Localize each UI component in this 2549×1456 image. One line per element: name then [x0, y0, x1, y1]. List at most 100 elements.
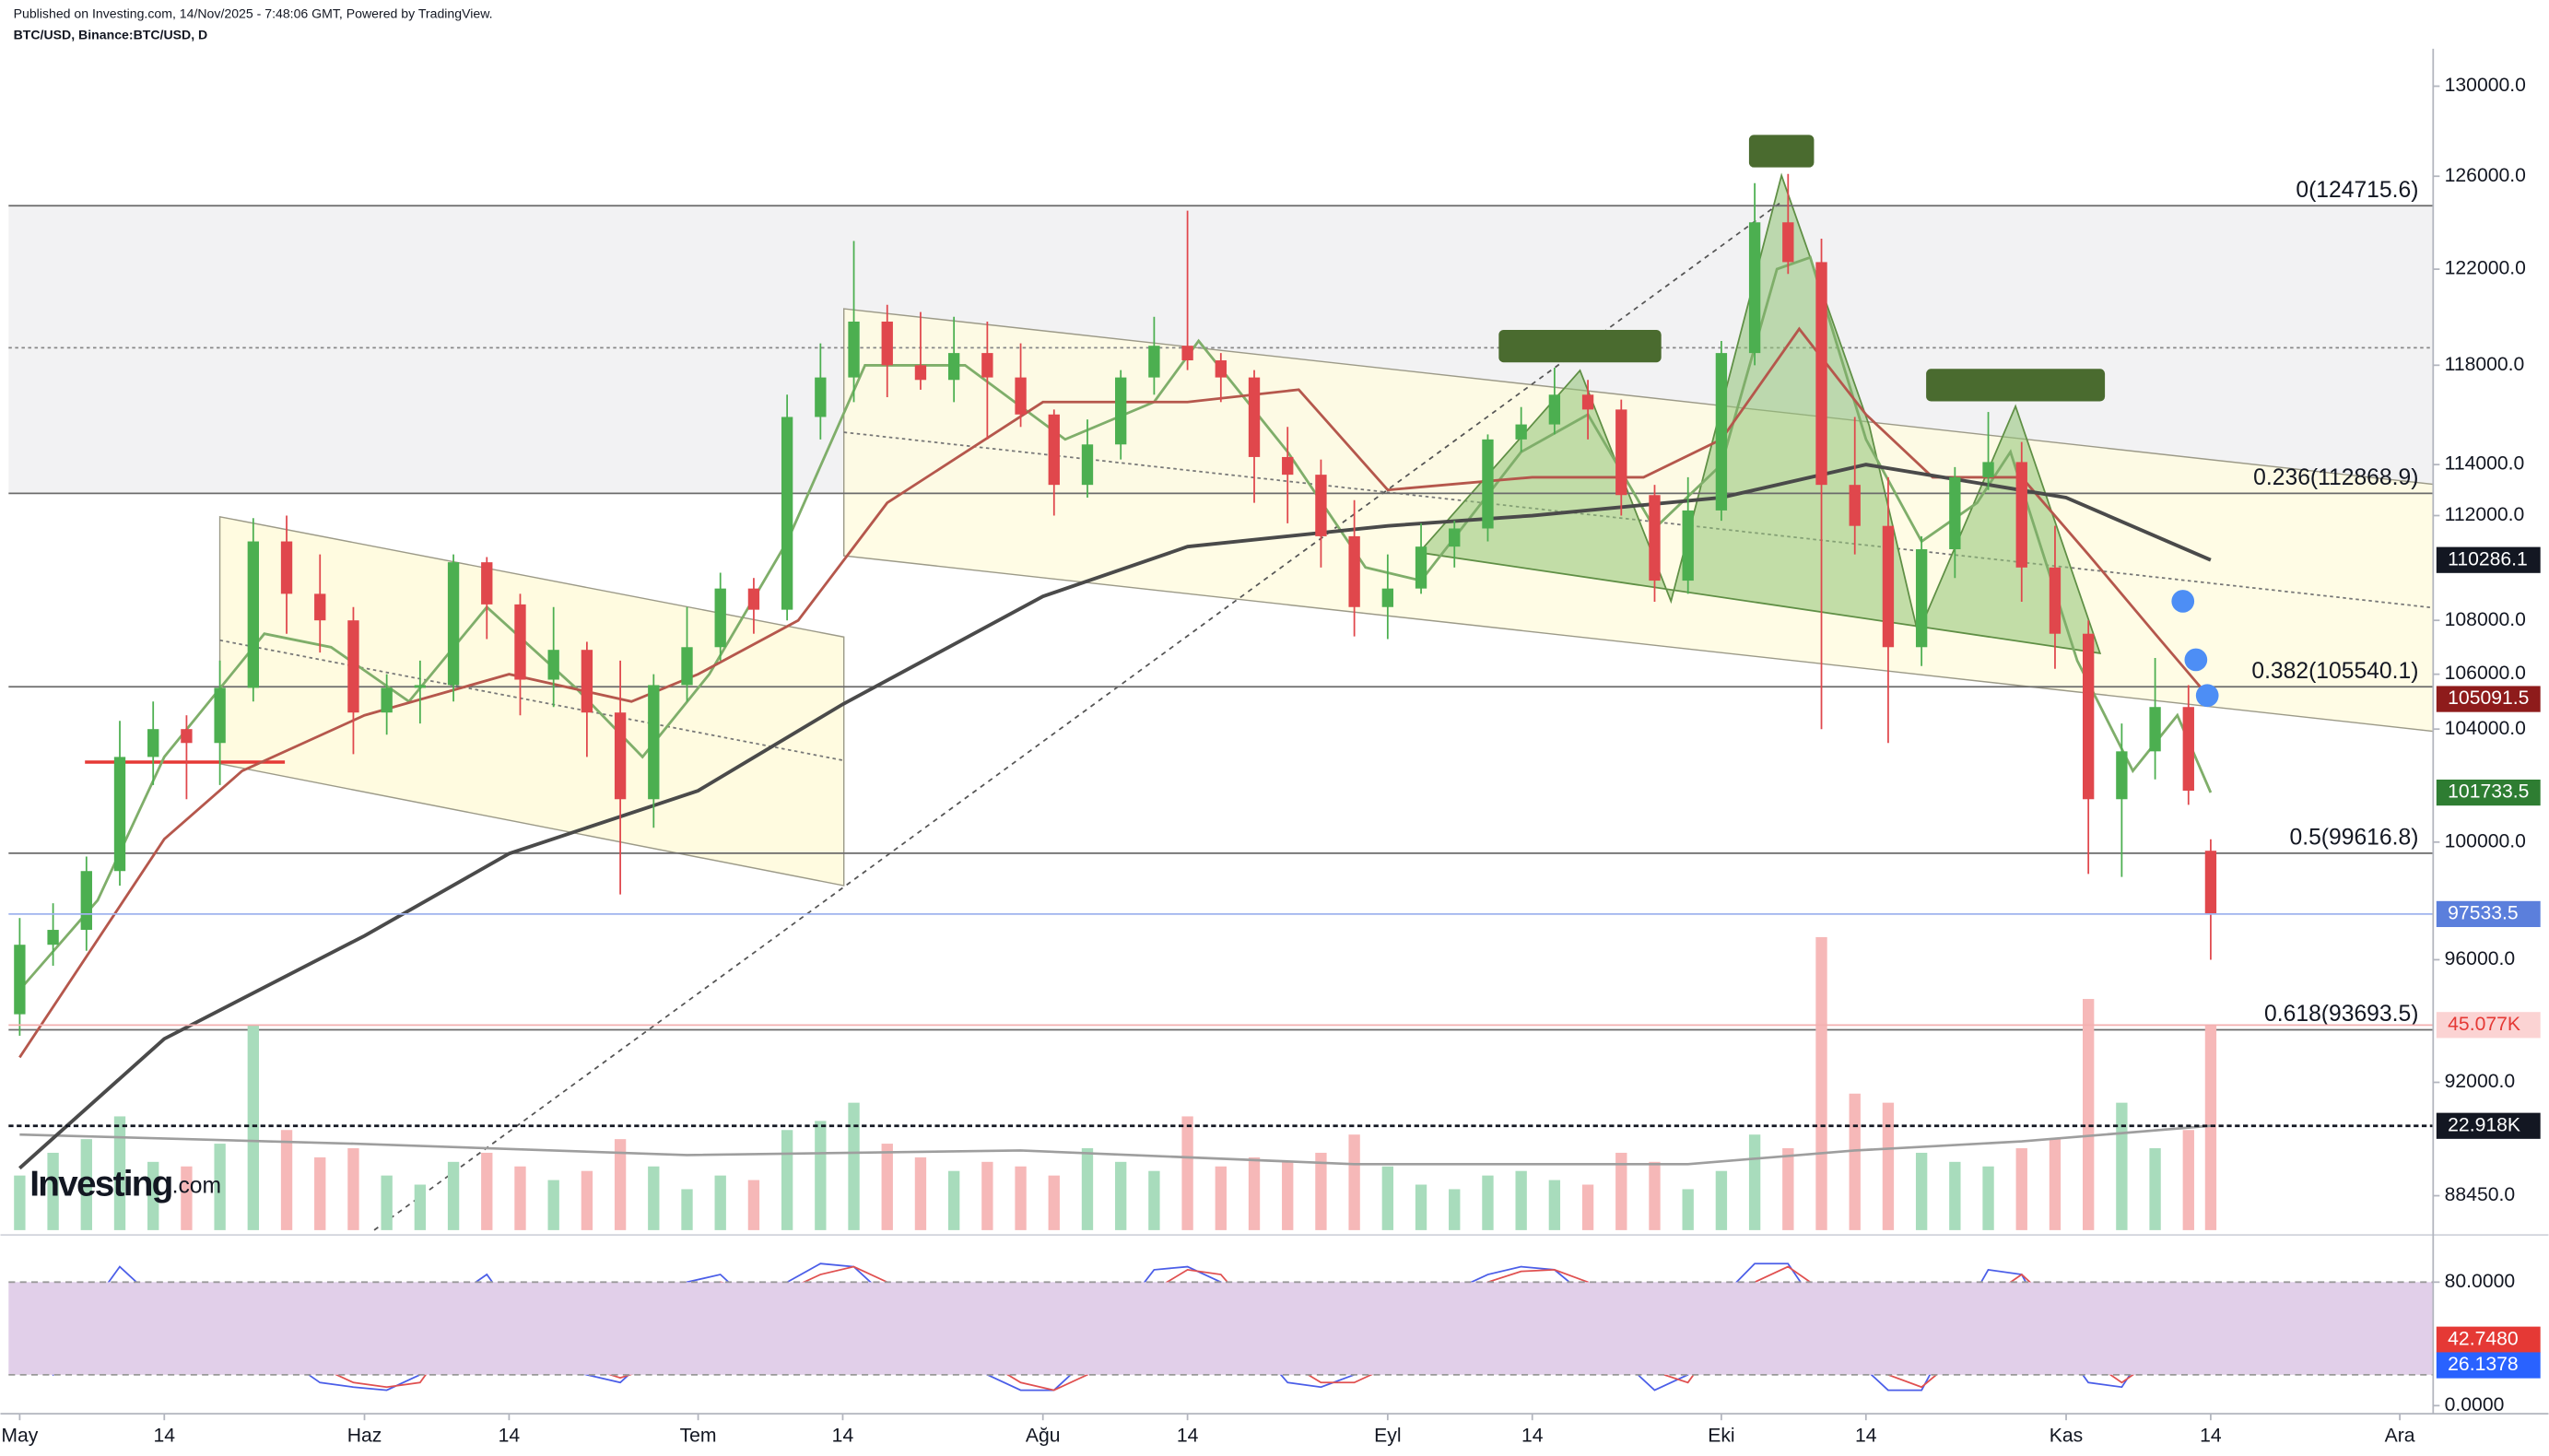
- x-tick-label: Eki: [1708, 1425, 1734, 1446]
- price-tag: [2436, 686, 2541, 712]
- volume-bar: [181, 1166, 193, 1230]
- candle-body: [481, 562, 493, 605]
- candle-body: [14, 945, 26, 1015]
- candle-body: [1615, 409, 1627, 496]
- y-tick-label: 112000.0: [2445, 504, 2525, 525]
- y-tick-label: 118000.0: [2445, 354, 2525, 375]
- price-tag-label: 22.918K: [2448, 1114, 2520, 1135]
- candle-body: [381, 687, 393, 713]
- volume-bar: [1048, 1175, 1060, 1230]
- candle-body: [514, 604, 526, 680]
- volume-bar: [381, 1175, 393, 1230]
- candle-body: [581, 650, 593, 713]
- candle-body: [414, 685, 427, 688]
- x-tick-label: May: [1, 1425, 38, 1446]
- candle-body: [1181, 346, 1193, 361]
- price-tag-label: 110286.1: [2448, 548, 2528, 569]
- price-tag: [2436, 1112, 2541, 1139]
- logo: Investing.com: [29, 1165, 221, 1204]
- price-tag: [2436, 1326, 2541, 1353]
- y-tick-label: 114000.0: [2445, 453, 2525, 475]
- candle-body: [1682, 510, 1694, 581]
- volume-bar: [1715, 1170, 1728, 1230]
- candle-body: [247, 541, 260, 688]
- candle-body: [214, 687, 226, 744]
- candle-body: [947, 353, 960, 381]
- y-tick-label: 122000.0: [2445, 258, 2526, 279]
- volume-bar: [1015, 1166, 1027, 1230]
- y-tick-label: 0.0000: [2445, 1394, 2505, 1415]
- x-tick-label: 14: [832, 1425, 854, 1446]
- candle-body: [1449, 528, 1461, 547]
- price-tag-label: 105091.5: [2448, 687, 2529, 709]
- volume-bar: [1282, 1161, 1294, 1230]
- candle-body: [1649, 495, 1661, 581]
- candle-body: [815, 377, 827, 417]
- price-tag: [2436, 900, 2541, 928]
- candle-body: [47, 930, 59, 945]
- y-tick-label: 130000.0: [2445, 75, 2526, 96]
- x-tick-label: Haz: [347, 1425, 382, 1446]
- volume-bar: [648, 1166, 660, 1230]
- volume-bar: [347, 1148, 359, 1230]
- head-shoulders: [1417, 172, 2102, 654]
- volume-bar: [1882, 1102, 1895, 1230]
- volume-bar: [1815, 936, 1827, 1230]
- candle-body: [147, 729, 159, 757]
- volume-bar: [1515, 1170, 1527, 1230]
- volume-bar: [147, 1161, 159, 1230]
- candle-body: [1482, 439, 1494, 529]
- candle-body: [113, 757, 126, 872]
- fib-label: 0.382(105540.1): [2251, 659, 2418, 684]
- price-tag: [2436, 1352, 2541, 1379]
- candle-body: [1581, 394, 1594, 410]
- y-tick-label: 100000.0: [2445, 830, 2526, 851]
- fib-label: 0(124715.6): [2296, 178, 2418, 203]
- volume-bar: [447, 1161, 460, 1230]
- candle-body: [1748, 222, 1761, 354]
- x-tick-label: 14: [154, 1425, 176, 1446]
- price-tag-label: 45.077K: [2448, 1014, 2520, 1035]
- volume-bar: [881, 1144, 893, 1230]
- y-tick-label: 96000.0: [2445, 948, 2515, 969]
- candle-body: [1381, 588, 1394, 607]
- channel: [218, 515, 845, 887]
- candle-body: [1115, 377, 1127, 445]
- candle-body: [1982, 462, 1994, 477]
- candle-body: [2049, 567, 2062, 634]
- volume-bar: [280, 1130, 293, 1230]
- volume-bar: [1449, 1189, 1461, 1230]
- candle-body: [2015, 462, 2027, 568]
- x-tick-label: Ara: [2385, 1425, 2415, 1446]
- volume-bar: [1949, 1161, 1961, 1230]
- candle-body: [1548, 394, 1561, 425]
- plot: 0(124715.6) 0.236(112868.9) 0.382(105540.1…: [8, 173, 2434, 1391]
- volume-bar: [815, 1121, 827, 1230]
- volume-bar: [1081, 1148, 1094, 1230]
- candle-body: [1315, 475, 1327, 536]
- stoch-band: [8, 1282, 2434, 1375]
- price-tag-label: 101733.5: [2448, 781, 2529, 803]
- candle-body: [681, 647, 693, 686]
- candle-body: [1215, 360, 1227, 378]
- candle-body: [914, 365, 927, 381]
- volume-bar: [581, 1170, 593, 1230]
- fib-label: 0.5(99616.8): [2290, 825, 2419, 850]
- y-tick-label: 104000.0: [2445, 718, 2526, 739]
- candle-body: [280, 541, 293, 594]
- candle-body: [1715, 353, 1728, 511]
- y-tick-label: 126000.0: [2445, 165, 2526, 186]
- y-tick-label: 108000.0: [2445, 609, 2526, 630]
- candle-body: [447, 562, 460, 686]
- candle-body: [614, 712, 627, 800]
- p-marker: [2171, 590, 2195, 613]
- candle-body: [1081, 444, 1094, 486]
- annotation-box: [1498, 329, 1662, 363]
- candle-body: [881, 321, 893, 366]
- candle-body: [1849, 485, 1861, 526]
- volume-bar: [2204, 1025, 2217, 1230]
- volume-bar: [47, 1152, 59, 1230]
- annotation-box: [1926, 369, 2106, 402]
